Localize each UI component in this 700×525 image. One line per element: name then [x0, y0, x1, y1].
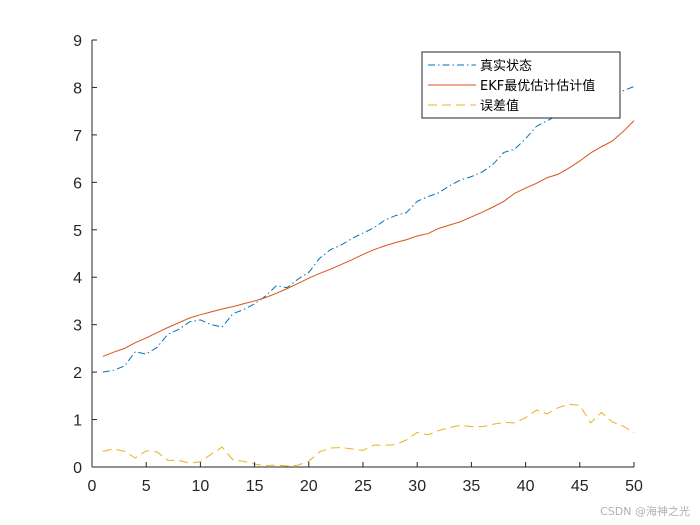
x-tick-label: 35 [463, 478, 481, 495]
y-tick-label: 0 [73, 460, 82, 477]
x-tick-label: 5 [142, 478, 151, 495]
x-tick-label: 0 [88, 478, 97, 495]
y-tick-label: 7 [73, 128, 82, 145]
x-tick-label: 40 [517, 478, 535, 495]
y-tick-label: 1 [73, 413, 82, 430]
x-tick-label: 25 [354, 478, 372, 495]
legend-label-2: EKF最优估计估计值 [480, 78, 595, 94]
y-tick-label: 8 [73, 80, 82, 97]
series-line-2 [102, 120, 635, 357]
y-tick-label: 2 [73, 365, 82, 382]
x-tick-label: 30 [408, 478, 426, 495]
x-tick-label: 10 [192, 478, 210, 495]
x-tick-label: 15 [246, 478, 264, 495]
x-tick-label: 50 [625, 478, 643, 495]
series-line-1 [102, 86, 635, 373]
x-tick-label: 45 [571, 478, 589, 495]
y-tick-label: 3 [73, 318, 82, 335]
y-tick-label: 6 [73, 175, 82, 192]
x-tick-label: 20 [300, 478, 318, 495]
y-tick-label: 4 [73, 270, 82, 287]
legend-label-3: 误差值 [480, 98, 519, 114]
y-tick-label: 9 [73, 33, 82, 50]
series-layer [102, 86, 635, 467]
legend-label-1: 真实状态 [480, 59, 532, 74]
watermark-text: CSDN @海神之光 [600, 505, 690, 518]
series-line-3 [102, 403, 635, 467]
y-tick-label: 5 [73, 223, 82, 240]
